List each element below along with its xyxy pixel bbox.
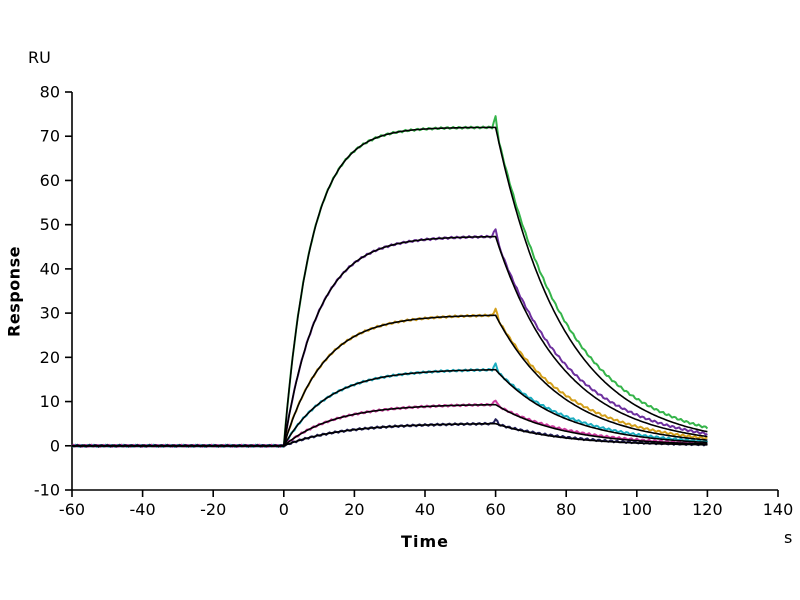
fit-curve-1 (72, 126, 708, 447)
x-tick-label: -60 (59, 500, 85, 519)
y-tick-label: 60 (40, 171, 60, 190)
x-tick-label: 40 (415, 500, 435, 519)
y-tick-label: 10 (40, 392, 60, 411)
data-curve-6 (71, 418, 708, 448)
y-axis-title: Response (4, 246, 24, 337)
x-tick-label: -40 (130, 500, 156, 519)
fit-curve-6 (72, 422, 708, 447)
x-axis-title: Time (401, 532, 449, 551)
y-tick-label: 70 (40, 127, 60, 146)
y-tick-label: 30 (40, 304, 60, 323)
x-tick-label: 140 (763, 500, 794, 519)
x-tick-label: 120 (692, 500, 723, 519)
data-curve-1 (71, 115, 709, 448)
y-tick-label: 40 (40, 259, 60, 278)
y-tick-label: 0 (50, 436, 60, 455)
x-tick-label: 80 (556, 500, 576, 519)
x-tick-label: -20 (200, 500, 226, 519)
x-tick-label: 0 (279, 500, 289, 519)
y-tick-label: 80 (40, 83, 60, 102)
y-axis-unit: RU (28, 48, 51, 67)
y-tick-label: -10 (34, 481, 60, 500)
data-curve-2 (71, 228, 708, 448)
y-tick-label: 50 (40, 215, 60, 234)
x-tick-label: 100 (622, 500, 653, 519)
x-tick-label: 60 (485, 500, 505, 519)
y-tick-label: 20 (40, 348, 60, 367)
x-tick-label: 20 (344, 500, 364, 519)
x-axis-unit: s (784, 528, 793, 547)
fit-curve-2 (72, 235, 708, 447)
